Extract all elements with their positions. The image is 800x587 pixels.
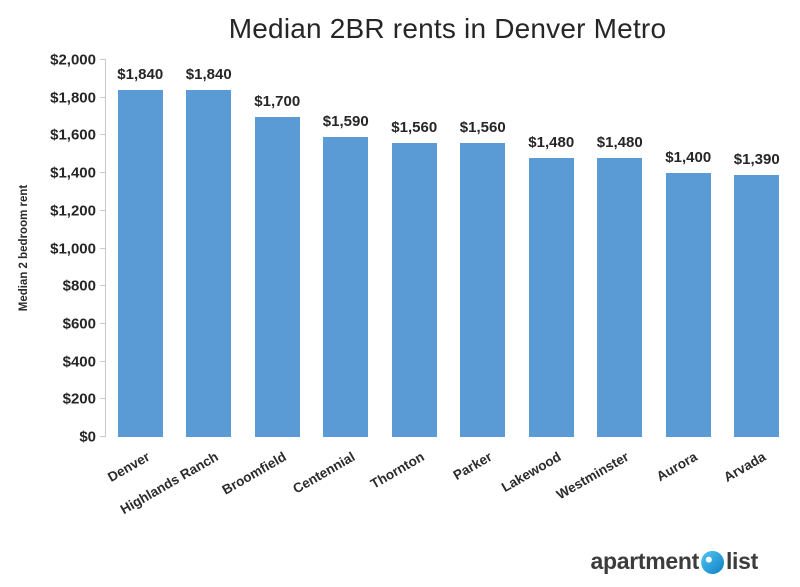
brand-logo-text-left: apartment [590, 548, 699, 574]
x-axis-labels: Denver Highlands Ranch Broomfield Centennia… [105, 437, 790, 537]
y-tick-label: $1,400 [50, 164, 96, 182]
bar-arvada [734, 175, 780, 437]
x-tick-label: Parker [450, 449, 495, 484]
y-tick-mark [100, 322, 106, 324]
y-tick-mark [100, 134, 106, 136]
y-tick-label: $1,800 [50, 89, 96, 107]
x-label-slot: Westminster [554, 437, 654, 537]
bar-value-label: $1,400 [665, 149, 712, 167]
bar-slot: $1,560 [380, 60, 449, 437]
bar-value-label: $1,480 [596, 134, 643, 152]
bar-centennial [323, 137, 369, 437]
bar-slot: $1,400 [654, 60, 723, 437]
bar-parker [460, 142, 506, 437]
bar-slot: $1,590 [312, 60, 381, 437]
y-tick-label: $0 [79, 428, 96, 446]
y-tick-mark [100, 209, 106, 211]
y-tick-mark [100, 96, 106, 98]
bar-value-label: $1,590 [322, 113, 369, 131]
y-tick-label: $800 [62, 277, 96, 295]
bar-slot: $1,390 [723, 60, 792, 437]
bar-value-label: $1,840 [185, 66, 232, 84]
y-tick-mark [100, 247, 106, 249]
bar-value-label: $1,700 [254, 92, 301, 110]
chart-title: Median 2BR rents in Denver Metro [228, 13, 667, 44]
y-tick-mark [100, 285, 106, 287]
x-label-slot: Thornton [367, 437, 448, 537]
bar-slot: $1,560 [449, 60, 518, 437]
bar-denver [117, 90, 163, 437]
bar-slot: $1,700 [243, 60, 312, 437]
bar-value-label: $1,480 [528, 134, 575, 152]
bar-slot: $1,840 [175, 60, 244, 437]
y-tick-label: $200 [62, 390, 96, 408]
y-tick-label: $2,000 [50, 51, 96, 69]
y-tick-mark [100, 360, 106, 362]
bar-broomfield [254, 116, 300, 437]
brand-logo-text-right: list [725, 548, 758, 574]
y-tick-mark [100, 172, 106, 174]
bar-westminster [597, 158, 643, 437]
x-tick-label: Denver [105, 449, 153, 485]
brand-logo: apartment list [590, 548, 758, 575]
bar-value-label: $1,390 [733, 151, 780, 168]
y-tick-mark [100, 436, 106, 437]
apartment-list-pin-icon [700, 550, 725, 575]
y-tick-label: $1,200 [50, 202, 96, 220]
bar-slot: $1,480 [586, 60, 655, 437]
y-tick-label: $1,600 [50, 126, 96, 144]
bar-highlands-ranch [186, 90, 232, 437]
bar-slot: $1,840 [106, 60, 175, 437]
bar-thornton [391, 142, 437, 437]
x-tick-label: Arvada [721, 449, 769, 485]
x-label-slot: Centennial [290, 437, 380, 537]
bar-lakewood [528, 158, 574, 437]
y-tick-label: $400 [62, 353, 96, 371]
bar-value-label: $1,560 [391, 118, 438, 136]
plot-area: $1,840 $1,840 $1,700 $1,590 $1,560 $1,560 $1,4… [50, 52, 791, 446]
x-label-slot: Aurora [653, 437, 722, 537]
bar-value-label: $1,840 [117, 66, 164, 84]
x-label-slot: Arvada [722, 437, 791, 537]
y-tick-label: $1,000 [50, 240, 96, 257]
bar-slot: $1,480 [517, 60, 586, 437]
bar-aurora [665, 173, 711, 437]
y-tick-label: $600 [62, 315, 96, 333]
y-tick-mark [100, 59, 106, 60]
x-tick-label: Aurora [654, 449, 701, 485]
bars-container: $1,840 $1,840 $1,700 $1,590 $1,560 $1,560 $1,4… [106, 60, 791, 437]
y-tick-mark [100, 398, 106, 400]
bar-value-label: $1,560 [459, 118, 506, 136]
y-axis-title: Median 2 bedroom rent [18, 184, 30, 312]
